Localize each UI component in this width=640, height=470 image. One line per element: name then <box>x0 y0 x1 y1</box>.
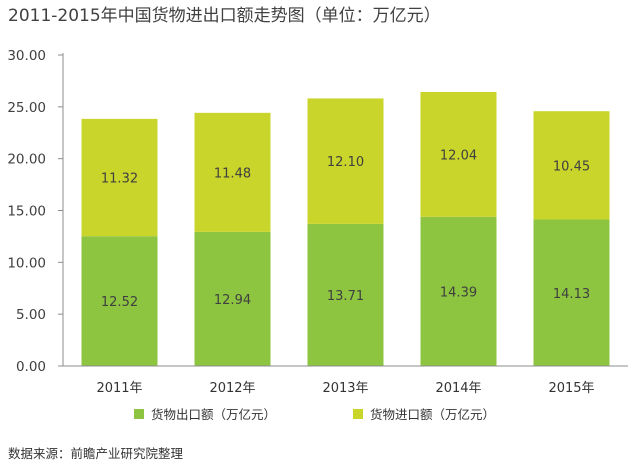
data-label-import: 11.48 <box>214 166 251 181</box>
legend-swatch <box>134 409 144 419</box>
data-label-import: 12.10 <box>327 155 364 170</box>
source-note: 数据来源：前瞻产业研究院整理 <box>8 446 184 461</box>
legend: 货物出口额（万亿元） 货物进口额（万亿元） <box>134 407 495 422</box>
bar-export <box>81 236 158 366</box>
legend-label: 货物出口额（万亿元） <box>151 407 276 422</box>
bar-export <box>307 223 384 366</box>
legend-item-export: 货物出口额（万亿元） <box>134 407 276 422</box>
bar-export <box>533 219 610 366</box>
chart-title: 2011-2015年中国货物进出口额走势图（单位：万亿元） <box>8 6 441 26</box>
y-tick-label: 30.00 <box>7 48 46 64</box>
legend-label: 货物进口额（万亿元） <box>370 407 495 422</box>
x-category-label: 2011年 <box>96 381 142 396</box>
y-axis: 0.00 5.00 10.00 15.00 20.00 25.00 30.00 <box>7 48 64 375</box>
bars: 12.52 11.32 12.94 11.48 13.71 12.10 14.39 12.04… <box>81 92 610 366</box>
bar-import <box>81 118 158 237</box>
y-tick-label: 20.00 <box>7 152 46 168</box>
legend-item-import: 货物进口额（万亿元） <box>353 407 495 422</box>
y-tick-label: 15.00 <box>7 204 46 220</box>
y-tick-label: 10.00 <box>7 255 46 271</box>
y-tick-label: 25.00 <box>7 100 46 116</box>
x-category-label: 2013年 <box>322 381 368 396</box>
x-category-label: 2012年 <box>209 381 255 396</box>
data-label-export: 14.39 <box>440 285 477 300</box>
x-category-label: 2015年 <box>548 381 594 396</box>
data-label-export: 14.13 <box>553 287 590 302</box>
data-label-import: 12.04 <box>440 148 477 163</box>
bar-export <box>420 216 497 366</box>
legend-swatch <box>353 409 363 419</box>
data-label-export: 13.71 <box>327 289 364 304</box>
data-label-import: 10.45 <box>553 159 590 174</box>
data-label-import: 11.32 <box>101 172 138 187</box>
x-axis: 2011年 2012年 2013年 2014年 2015年 <box>63 365 628 396</box>
y-tick-label: 0.00 <box>16 359 46 375</box>
bar-import <box>420 92 497 217</box>
data-label-export: 12.52 <box>101 295 138 310</box>
bar-import <box>533 111 610 220</box>
bar-import <box>194 112 271 232</box>
bar-import <box>307 98 384 224</box>
x-category-label: 2014年 <box>435 381 481 396</box>
y-tick-label: 5.00 <box>16 307 46 323</box>
bar-export <box>194 231 271 366</box>
data-label-export: 12.94 <box>214 293 251 308</box>
